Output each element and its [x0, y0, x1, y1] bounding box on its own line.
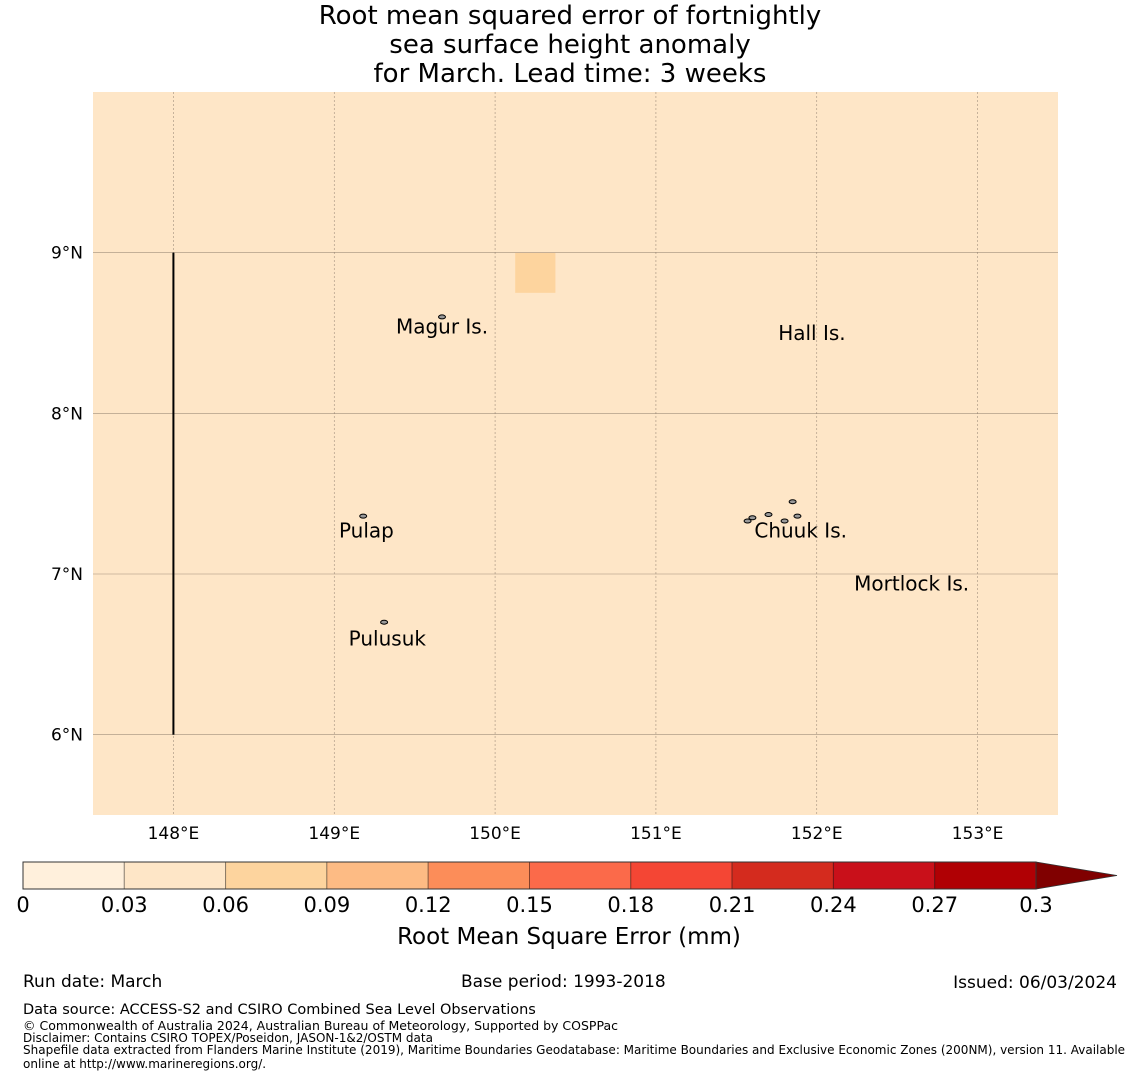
shapefile-credit-2: online at http://www.marineregions.org/.: [23, 1057, 267, 1071]
colorbar-extend-arrow: [1035, 861, 1118, 890]
heatmap-cell: [515, 252, 556, 293]
shapefile-credit-1: Shapefile data extracted from Flanders M…: [23, 1043, 1126, 1057]
map-background-field: [93, 92, 1058, 815]
x-tick-label: 152°E: [791, 824, 843, 844]
x-tick-label: 151°E: [630, 824, 682, 844]
colorbar-swatch: [934, 861, 1037, 890]
place-label: Pulap: [339, 519, 394, 543]
x-tick-label: 148°E: [148, 824, 200, 844]
colorbar-swatch: [630, 861, 733, 890]
run-date: Run date: March: [23, 972, 163, 992]
place-label: Chuuk Is.: [754, 519, 847, 543]
y-tick-label: 8°N: [51, 404, 83, 424]
colorbar-tick-label: 0.21: [709, 893, 756, 917]
island-shape: [748, 515, 757, 521]
colorbar-tick-label: 0.18: [607, 893, 654, 917]
colorbar-tick-label: 0.03: [101, 893, 148, 917]
x-tick-label: 149°E: [308, 824, 360, 844]
colorbar-swatch: [427, 861, 531, 890]
colorbar-tick-label: 0.06: [202, 893, 249, 917]
colorbar-swatch: [731, 861, 834, 890]
y-tick-label: 7°N: [51, 565, 83, 585]
island-shape: [359, 513, 368, 519]
island-shape: [788, 499, 797, 505]
island-shape: [793, 513, 802, 519]
y-tick-label: 6°N: [51, 726, 83, 746]
place-label: Mortlock Is.: [854, 572, 969, 596]
colorbar-swatch: [225, 861, 328, 890]
colorbar-swatch: [123, 861, 227, 890]
colorbar-tick-label: 0.27: [911, 893, 958, 917]
chart-title: Root mean squared error of fortnightly s…: [0, 2, 1140, 89]
x-tick-label: 150°E: [469, 824, 521, 844]
copyright: © Commonwealth of Australia 2024, Austra…: [23, 1018, 618, 1033]
colorbar-tick-label: 0.24: [810, 893, 857, 917]
island-shape: [438, 314, 447, 320]
place-label: Pulusuk: [349, 626, 427, 650]
colorbar-label: Root Mean Square Error (mm): [397, 924, 741, 950]
colorbar-swatch: [22, 861, 125, 890]
chart-title-line-1: Root mean squared error of fortnightly: [318, 1, 822, 31]
issued-date: Issued: 06/03/2024: [953, 973, 1117, 993]
island-shape: [743, 518, 752, 524]
island-shape: [780, 518, 789, 524]
colorbar-swatch: [529, 861, 632, 890]
place-label: Magur Is.: [396, 315, 488, 339]
y-tick-label: 9°N: [51, 244, 83, 264]
chart-title-line-2: sea surface height anomaly: [389, 30, 751, 60]
colorbar-tick-label: 0: [16, 893, 29, 917]
chart-title-line-3: for March. Lead time: 3 weeks: [373, 59, 767, 89]
colorbar-swatch: [326, 861, 429, 890]
colorbar-tick-label: 0.15: [506, 893, 553, 917]
place-label: Hall Is.: [778, 321, 845, 345]
map-chart: Magur Is. Hall Is. Pulap Chuuk Is. Mortlock …: [16, 92, 1118, 950]
colorbar-tick-label: 0.3: [1019, 893, 1052, 917]
colorbar-frame: [22, 861, 1037, 890]
base-period: Base period: 1993-2018: [461, 972, 666, 992]
x-tick-label: 153°E: [952, 824, 1004, 844]
colorbar-tick-label: 0.09: [304, 893, 351, 917]
island-shape: [380, 619, 389, 625]
colorbar-tick-label: 0.12: [405, 893, 452, 917]
data-source: Data source: ACCESS-S2 and CSIRO Combine…: [23, 1002, 536, 1018]
disclaimer: Disclaimer: Contains CSIRO TOPEX/Poseido…: [23, 1031, 433, 1045]
colorbar-swatch: [832, 861, 936, 890]
island-shape: [764, 512, 773, 518]
